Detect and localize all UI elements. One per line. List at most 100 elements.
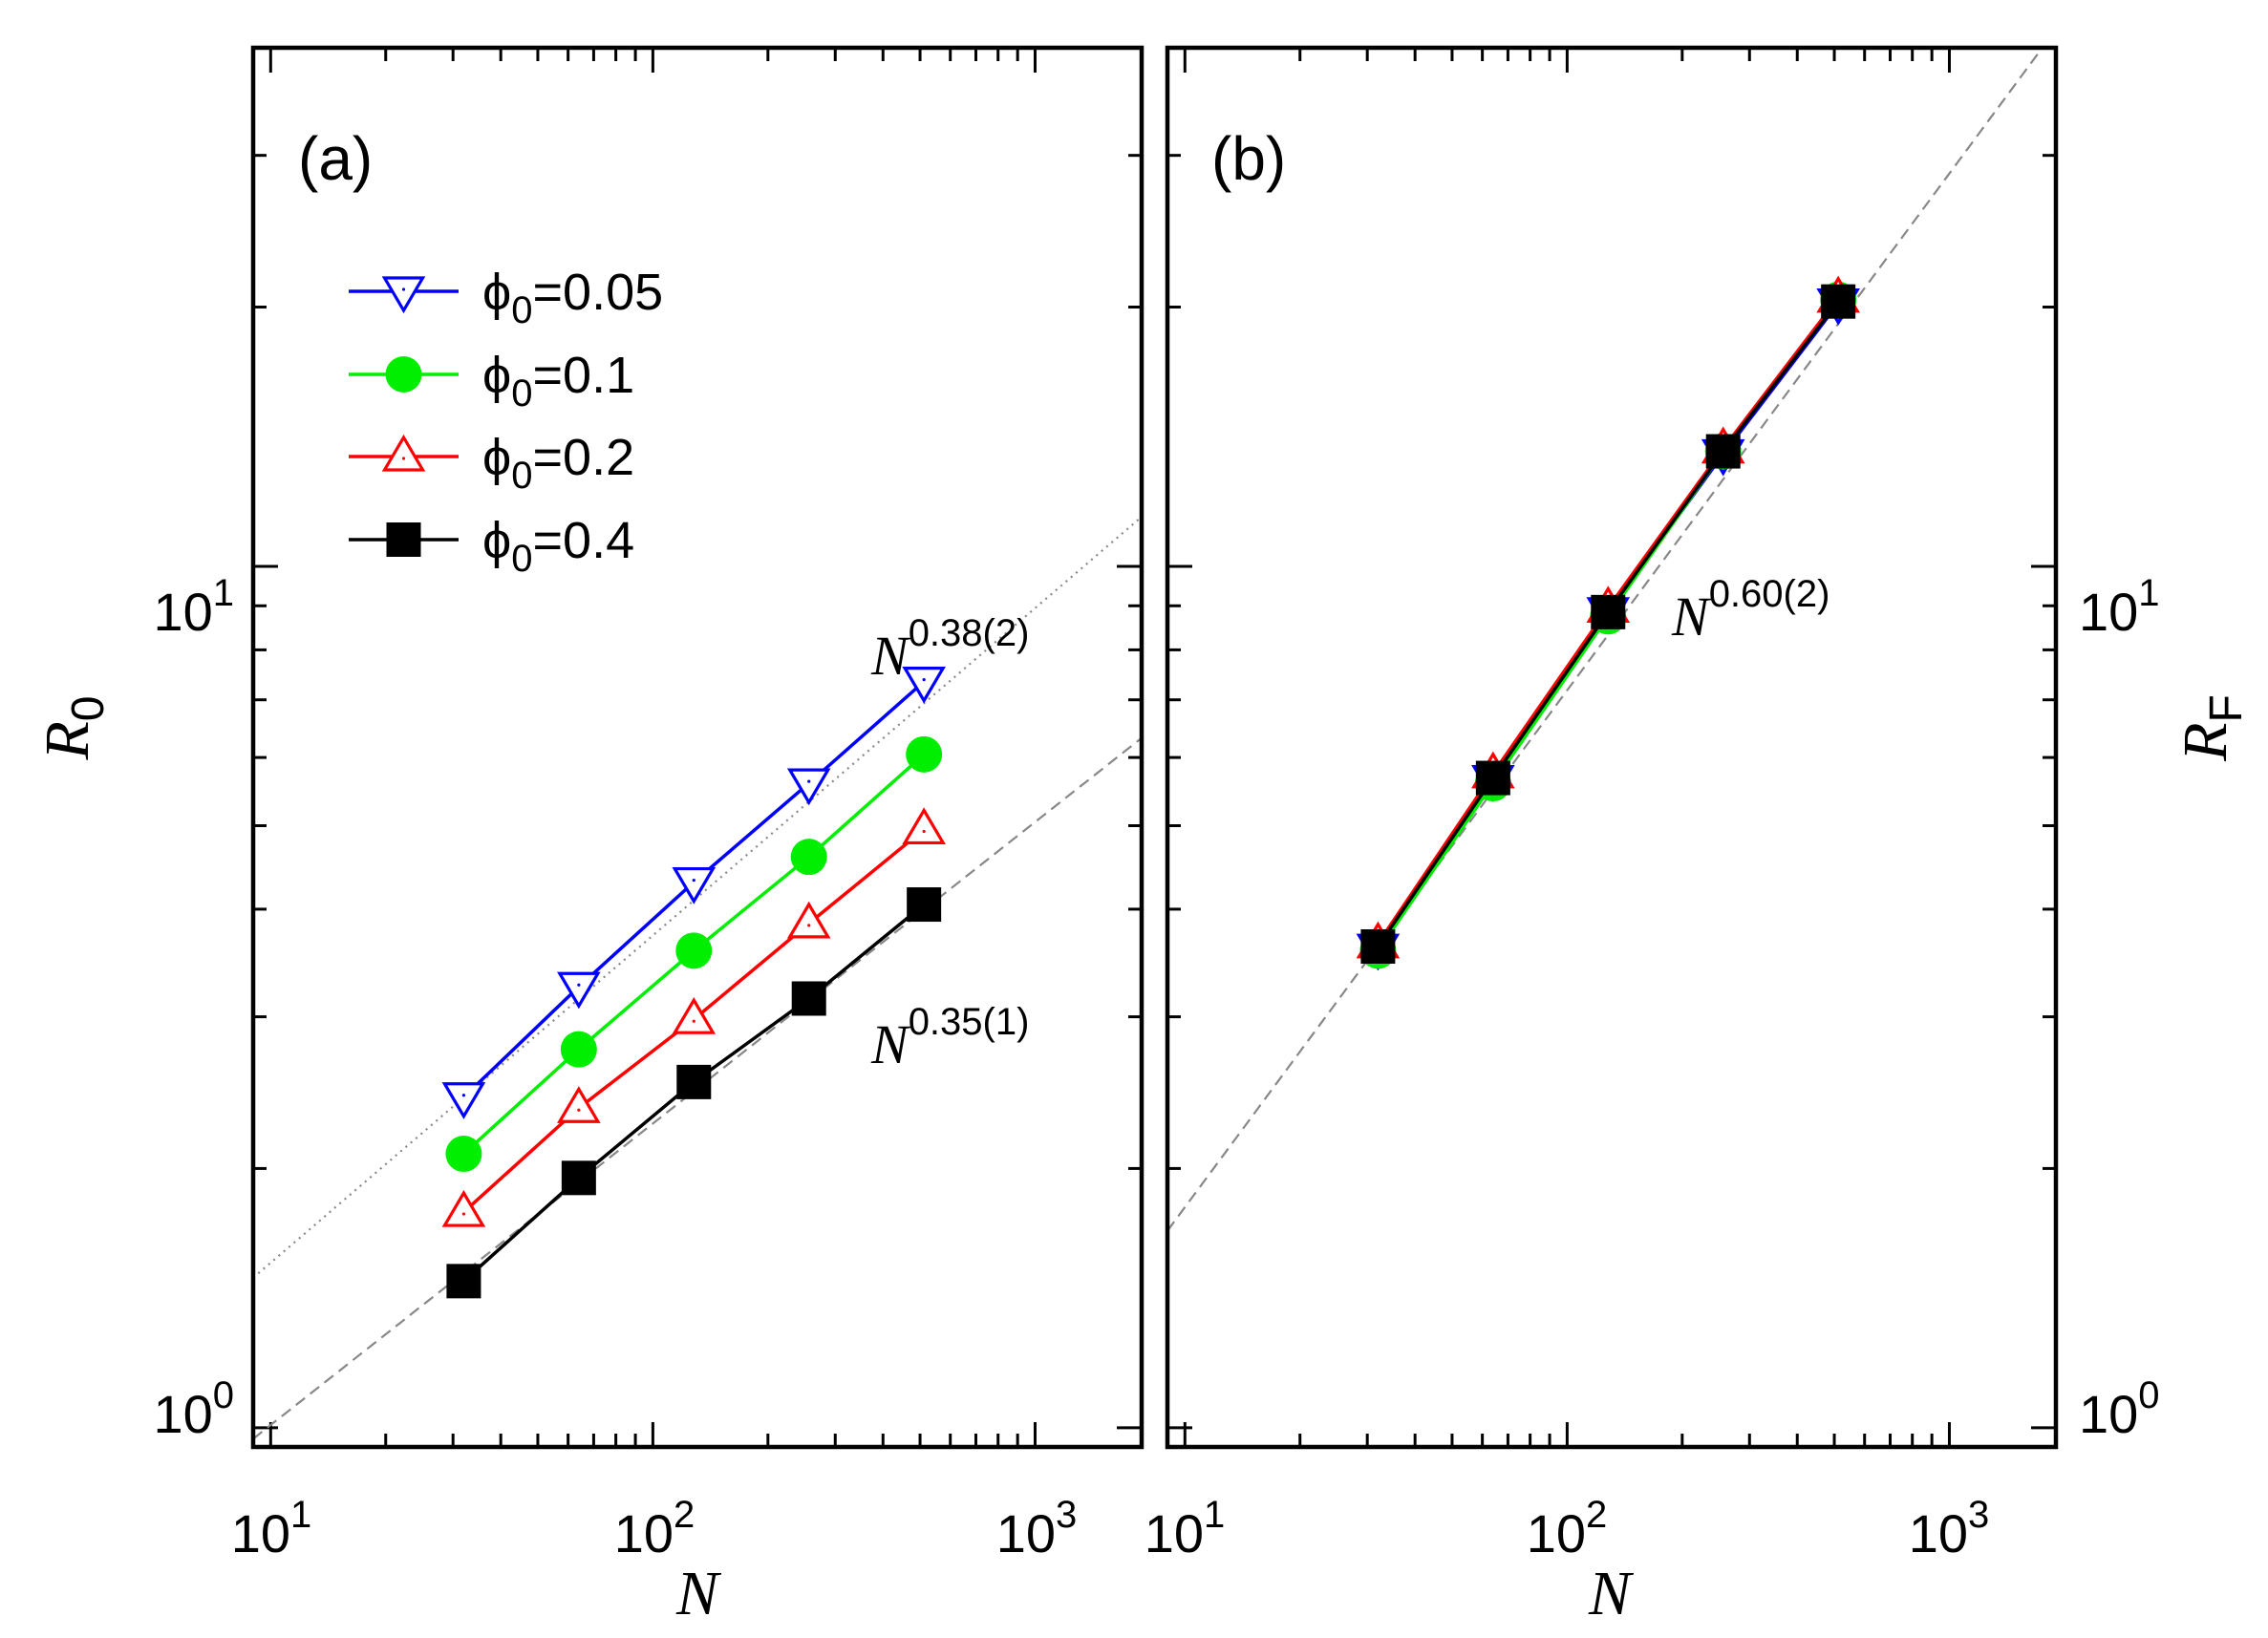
data-point-shape: [672, 866, 717, 904]
data-point: [786, 768, 831, 806]
y-axis-label: R0: [32, 695, 114, 760]
fit-annotation-0.60: N0.60(2): [1671, 573, 1829, 648]
data-point: [557, 971, 601, 1010]
panel-a-plot: [253, 46, 1142, 1447]
legend-entry-phi-0.4: ϕ0=0.4: [349, 512, 634, 580]
data-point-shape: [675, 932, 713, 969]
data-point: [560, 1031, 597, 1068]
x-tick-label-10^3: 103: [1909, 1494, 1990, 1564]
data-point: [902, 807, 946, 845]
series-ϕ0=0.4: [1360, 284, 1856, 965]
data-point-shape: [902, 807, 946, 845]
data-point-shape: [791, 981, 826, 1016]
legend-marker-shape: [381, 276, 426, 314]
data-point-center: [692, 1019, 695, 1023]
data-point: [1705, 434, 1741, 469]
data-point: [906, 735, 943, 773]
panel-b-frame: [1165, 45, 2059, 1450]
data-point-shape: [786, 768, 831, 806]
data-point: [561, 1160, 596, 1196]
data-point-shape: [790, 839, 827, 876]
data-point: [675, 932, 713, 969]
legend-marker-shape-shape: [385, 356, 422, 393]
data-point: [441, 1082, 486, 1119]
axis-ticks: [253, 46, 1142, 1447]
data-point: [676, 1064, 712, 1099]
data-point-shape: [906, 735, 943, 773]
legend-label: ϕ0=0.2: [482, 429, 634, 497]
data-point-center: [692, 878, 695, 883]
legend-entry-phi-0.05: ϕ0=0.05: [349, 264, 663, 331]
legend-marker-shape-shape: [381, 434, 426, 472]
y-tick-label-10^1: 101: [2079, 572, 2160, 642]
legend-marker: [381, 434, 426, 472]
panel-a-label: (a): [298, 124, 373, 193]
legend-marker-shape: [385, 356, 422, 393]
series-ϕ0=0.05: [441, 666, 946, 1119]
series-ϕ0=0.2: [441, 807, 946, 1227]
data-point-shape: [1705, 434, 1741, 469]
data-point-shape: [676, 1064, 712, 1099]
fit-annotation-0.35: N0.35(1): [870, 1001, 1029, 1075]
data-point-shape: [560, 1031, 597, 1068]
x-tick-label-10^1: 101: [231, 1494, 312, 1564]
legend-entry-phi-0.2: ϕ0=0.2: [349, 429, 634, 497]
data-point: [446, 1264, 481, 1299]
fit-line-0.38(2): [253, 516, 1142, 1279]
data-point: [791, 981, 826, 1016]
series-ϕ0=0.1: [445, 735, 943, 1173]
data-point: [1591, 594, 1626, 629]
x-tick-label-10^2: 102: [614, 1494, 695, 1564]
data-point: [445, 1136, 482, 1173]
x-tick-label-10^2: 102: [1527, 1494, 1608, 1564]
x-axis-label: N: [1588, 1559, 1635, 1628]
data-point-center: [922, 829, 926, 834]
y-tick-label-10^0: 100: [153, 1374, 234, 1444]
legend-marker: [381, 276, 426, 314]
legend-label: ϕ0=0.4: [482, 512, 634, 580]
data-point-center: [807, 779, 811, 783]
legend-marker: [385, 356, 422, 393]
data-point-shape: [1591, 594, 1626, 629]
data-point-center: [461, 1212, 466, 1216]
data-point-shape: [1475, 760, 1510, 796]
data-point-shape: [672, 997, 717, 1034]
fit-annotation-0.38: N0.38(2): [870, 612, 1029, 687]
x-tick-label-10^3: 103: [996, 1494, 1078, 1564]
data-point-center: [577, 1108, 581, 1112]
data-point-center: [807, 924, 811, 927]
data-point: [557, 1086, 601, 1123]
legend-marker: [386, 522, 421, 557]
legend-marker-shape-center: [401, 457, 406, 460]
data-point: [672, 997, 717, 1034]
data-point: [1360, 929, 1396, 965]
legend: ϕ0=0.05 ϕ0=0.1 ϕ0=0.2 ϕ0=0.4: [349, 264, 663, 580]
legend-marker-shape: [381, 434, 426, 472]
data-point-shape: [907, 887, 942, 923]
legend-label: ϕ0=0.05: [482, 264, 663, 331]
legend-marker-shape-shape: [386, 522, 421, 557]
x-axis-label: N: [675, 1559, 722, 1628]
x-tick-label-10^1: 101: [1145, 1494, 1226, 1564]
legend-entry-phi-0.1: ϕ0=0.1: [349, 347, 634, 415]
data-point-shape: [902, 666, 946, 704]
data-point: [786, 901, 831, 939]
data-point-shape: [446, 1264, 481, 1299]
legend-label: ϕ0=0.1: [482, 347, 634, 415]
y-axis-label: RF: [2171, 694, 2252, 762]
data-point-shape: [557, 971, 601, 1010]
data-point-shape: [1360, 929, 1396, 965]
panel-b-label: (b): [1211, 124, 1286, 193]
data-point-shape: [445, 1136, 482, 1173]
data-point-shape: [557, 1086, 601, 1123]
legend-marker-shape: [386, 522, 421, 557]
data-point: [902, 666, 946, 704]
panel-a: (a) ϕ0=0.05 ϕ0=0.1 ϕ0=0.2 ϕ0=0.4: [32, 45, 1145, 1628]
data-point-shape: [786, 901, 831, 939]
data-point-shape: [441, 1082, 486, 1119]
data-point-shape: [1821, 284, 1856, 319]
panel-b-plot: [1167, 46, 2056, 1447]
series-ϕ0=0.4: [446, 887, 942, 1299]
fit-lines: [253, 516, 1142, 1440]
legend-marker-shape-center: [401, 287, 406, 291]
